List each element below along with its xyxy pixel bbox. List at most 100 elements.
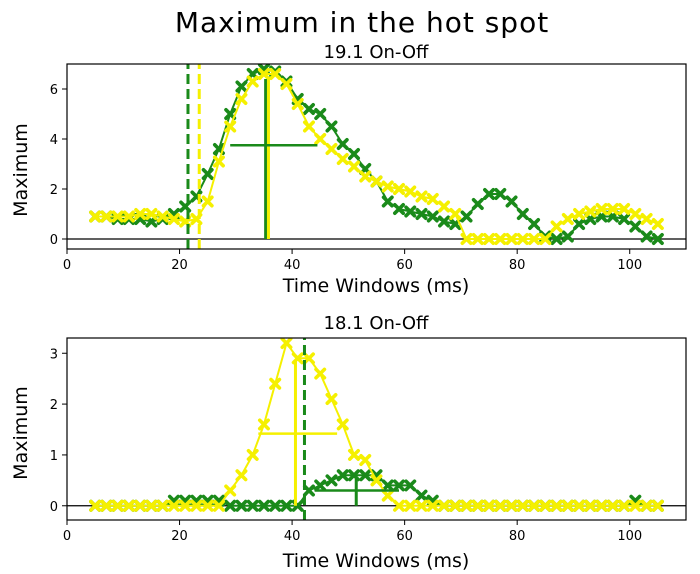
series-green-point <box>494 188 507 200</box>
series-yellow-point <box>156 499 169 512</box>
chart-bottom-xlabel: Time Windows (ms) <box>282 550 470 572</box>
series-yellow-point <box>167 213 180 225</box>
series-green-point <box>516 208 529 220</box>
x-tick-label: 100 <box>617 258 642 273</box>
series-yellow-point <box>246 75 259 88</box>
chart-bottom: 18.1 On-Off Time Windows (ms) Maximum 0 2… <box>10 313 687 572</box>
series-yellow-point <box>111 499 124 512</box>
series-green-point <box>325 474 338 487</box>
series-green-point <box>528 218 541 230</box>
series-yellow-point <box>122 499 135 512</box>
series-yellow-point <box>539 233 552 245</box>
series-yellow-point <box>573 208 586 220</box>
series-yellow-point <box>269 68 282 80</box>
series-yellow-point <box>449 208 462 220</box>
series-yellow-point <box>100 499 113 512</box>
series-yellow-point <box>426 193 439 205</box>
series-yellow-point <box>314 367 327 380</box>
series-yellow-point <box>584 205 597 218</box>
series-yellow-point <box>494 233 507 245</box>
series-yellow-point <box>235 469 248 482</box>
x-tick-label: 20 <box>171 258 188 273</box>
series-yellow-point <box>122 210 135 223</box>
series-green-point <box>483 188 496 200</box>
chart-bottom-ylabel: Maximum <box>10 386 32 480</box>
series-yellow-point <box>494 499 507 512</box>
series-yellow-point <box>393 183 406 195</box>
y-tick-label: 2 <box>50 398 58 413</box>
series-yellow-point <box>224 484 237 497</box>
series-green-point <box>359 469 372 482</box>
series-yellow-point <box>460 499 473 512</box>
series-yellow-point <box>415 499 428 512</box>
series-green-point <box>314 108 327 120</box>
series-green-point <box>618 213 631 225</box>
series-green-point <box>280 499 293 512</box>
series-yellow-point <box>651 499 664 512</box>
x-tick-label: 60 <box>396 529 413 544</box>
y-tick-label: 3 <box>50 347 58 362</box>
series-yellow-point <box>618 499 631 512</box>
series-green-point <box>224 108 237 120</box>
y-tick-label: 0 <box>50 500 58 515</box>
series-green-point <box>235 80 248 93</box>
series-yellow-point <box>280 78 293 90</box>
series-green-point <box>336 138 349 150</box>
series-green-point <box>381 479 394 492</box>
series-yellow-point <box>145 208 158 220</box>
series-yellow-point <box>528 233 541 245</box>
x-tick-label: 80 <box>509 529 526 544</box>
series-green-point <box>438 215 451 228</box>
plot-area <box>89 338 664 520</box>
series-yellow-point <box>325 143 338 155</box>
series-yellow-point <box>302 120 315 133</box>
series-green-line <box>95 67 659 241</box>
series-yellow-point <box>145 499 158 512</box>
x-tick-label: 40 <box>284 529 301 544</box>
series-green-point <box>314 479 327 492</box>
x-tick-label: 40 <box>284 258 301 273</box>
series-yellow-point <box>629 208 642 220</box>
series-yellow-point <box>224 120 237 133</box>
series-green-point <box>257 499 270 512</box>
series-yellow-point <box>606 499 619 512</box>
series-green-point <box>393 479 406 492</box>
series-green-point <box>550 233 563 245</box>
series-yellow-point <box>201 499 214 512</box>
series-yellow-point <box>212 499 225 512</box>
series-yellow-point <box>415 190 428 203</box>
series-yellow-point <box>212 155 225 168</box>
plot-frame <box>66 63 687 250</box>
series-green-point <box>561 230 574 243</box>
series-yellow-point <box>640 213 653 225</box>
series-yellow-point <box>550 220 563 233</box>
series-yellow-point <box>426 499 439 512</box>
series-green-point <box>404 205 417 218</box>
series-yellow-point <box>505 499 518 512</box>
series-green-point <box>336 469 349 482</box>
y-tick-label: 0 <box>50 233 58 248</box>
series-yellow-point <box>618 203 631 215</box>
series-green-point <box>381 195 394 208</box>
y-tick-label: 4 <box>50 133 58 148</box>
series-green-point <box>269 499 282 512</box>
series-yellow-point <box>111 210 124 223</box>
series-yellow-point <box>359 170 372 183</box>
series-yellow-point <box>550 499 563 512</box>
series-yellow-point <box>89 499 102 512</box>
series-yellow-point <box>246 448 259 461</box>
series-yellow-point <box>359 454 372 467</box>
series-green-point <box>415 208 428 220</box>
series-green-point <box>651 233 664 245</box>
series-yellow-point <box>471 499 484 512</box>
x-tick-label: 0 <box>63 258 71 273</box>
series-yellow-point <box>291 98 304 110</box>
series-green-point <box>201 168 214 180</box>
series-yellow-point <box>460 233 473 245</box>
x-tick-label: 20 <box>171 529 188 544</box>
series-yellow-point <box>471 233 484 245</box>
series-yellow-point <box>156 210 169 223</box>
y-tick-label: 6 <box>50 83 58 98</box>
series-yellow-point <box>438 499 451 512</box>
y-tick-label: 1 <box>50 449 58 464</box>
